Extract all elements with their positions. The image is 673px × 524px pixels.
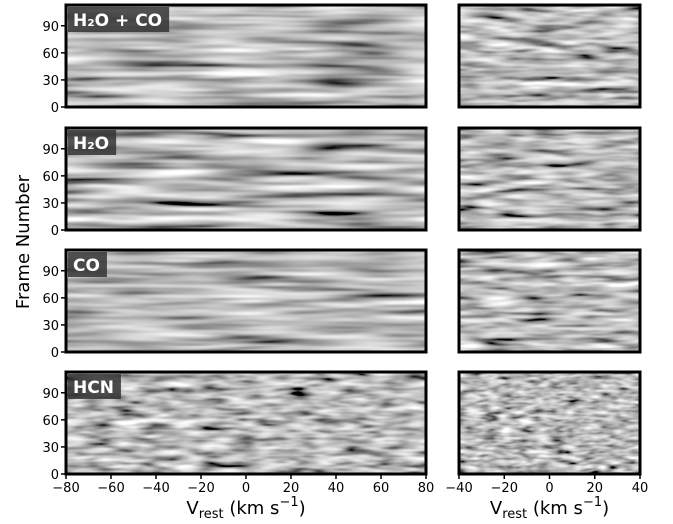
panel-frame bbox=[64, 248, 428, 354]
panel-frame bbox=[457, 248, 642, 354]
y-tick-label: 0 bbox=[51, 468, 59, 483]
x-tick-label: 80 bbox=[418, 481, 435, 496]
x-tick-label: 40 bbox=[328, 481, 345, 496]
heatmap-image bbox=[459, 372, 640, 474]
x-axis-label-part: (km s bbox=[527, 498, 583, 519]
heatmap-image bbox=[459, 250, 640, 352]
panel-frame bbox=[457, 126, 642, 232]
x-axis-label: Vrest (km s−1) bbox=[490, 495, 609, 522]
panel-label-box bbox=[68, 374, 121, 399]
y-tick-label: 30 bbox=[42, 441, 59, 456]
panel-label: HCN bbox=[73, 378, 114, 398]
x-axis-label-part: rest bbox=[199, 507, 224, 522]
panel-label-box bbox=[68, 7, 170, 32]
y-tick-label: 90 bbox=[42, 387, 59, 402]
y-tick-label: 60 bbox=[42, 47, 59, 62]
y-tick-label: 90 bbox=[42, 265, 59, 280]
heatmap-image bbox=[459, 128, 640, 230]
x-axis-label-part: rest bbox=[502, 507, 527, 522]
x-axis-label-part: V bbox=[490, 498, 503, 519]
panel-label: H₂O bbox=[73, 134, 109, 154]
y-tick-label: 60 bbox=[42, 414, 59, 429]
x-tick-label: −40 bbox=[445, 481, 472, 496]
panel-label: H₂O + CO bbox=[73, 11, 162, 31]
panel-label: CO bbox=[73, 256, 100, 276]
panel-frame bbox=[457, 3, 642, 109]
heatmap-image bbox=[66, 372, 426, 474]
x-tick-label: 0 bbox=[545, 481, 553, 496]
y-axis-label: Frame Number bbox=[13, 174, 34, 309]
y-tick-label: 0 bbox=[51, 101, 59, 116]
x-axis-label: Vrest (km s−1) bbox=[186, 495, 305, 522]
x-tick-label: 40 bbox=[632, 481, 649, 496]
panel-frame bbox=[64, 3, 428, 109]
panel-label-box bbox=[68, 130, 117, 155]
y-tick-label: 90 bbox=[42, 20, 59, 35]
y-tick-label: 30 bbox=[42, 319, 59, 334]
x-axis-label-part: (km s bbox=[224, 498, 280, 519]
x-tick-label: 20 bbox=[586, 481, 603, 496]
x-tick-label: 20 bbox=[283, 481, 300, 496]
y-tick-label: 30 bbox=[42, 74, 59, 89]
x-tick-label: −80 bbox=[52, 481, 79, 496]
x-tick-label: −20 bbox=[187, 481, 214, 496]
x-tick-label: −60 bbox=[97, 481, 124, 496]
y-tick-label: 0 bbox=[51, 224, 59, 239]
x-tick-label: 60 bbox=[373, 481, 390, 496]
panel-label-box bbox=[68, 252, 107, 277]
x-axis-label-part: V bbox=[186, 498, 199, 519]
y-tick-label: 30 bbox=[42, 197, 59, 212]
heatmap-image bbox=[459, 5, 640, 107]
y-tick-label: 90 bbox=[42, 143, 59, 158]
x-axis-label-part: −1 bbox=[583, 495, 602, 510]
x-tick-label: 0 bbox=[242, 481, 250, 496]
x-tick-label: −40 bbox=[142, 481, 169, 496]
x-axis-label-part: −1 bbox=[279, 495, 298, 510]
y-tick-label: 60 bbox=[42, 292, 59, 307]
x-axis-label-part: ) bbox=[299, 498, 306, 519]
panel-frame bbox=[64, 126, 428, 232]
x-axis-label-part: ) bbox=[602, 498, 609, 519]
y-tick-label: 0 bbox=[51, 346, 59, 361]
y-tick-label: 60 bbox=[42, 170, 59, 185]
heatmap-image bbox=[66, 250, 426, 352]
x-tick-label: −20 bbox=[491, 481, 518, 496]
heatmap-image bbox=[66, 128, 426, 230]
